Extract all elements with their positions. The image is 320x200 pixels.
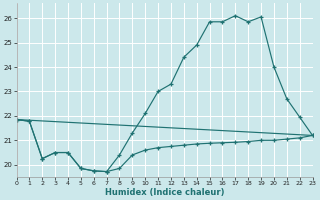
X-axis label: Humidex (Indice chaleur): Humidex (Indice chaleur) [105,188,224,197]
